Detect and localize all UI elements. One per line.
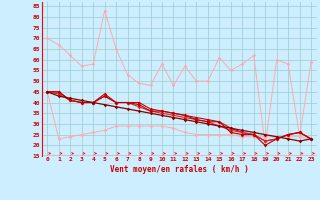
X-axis label: Vent moyen/en rafales ( km/h ): Vent moyen/en rafales ( km/h ) [110, 165, 249, 174]
